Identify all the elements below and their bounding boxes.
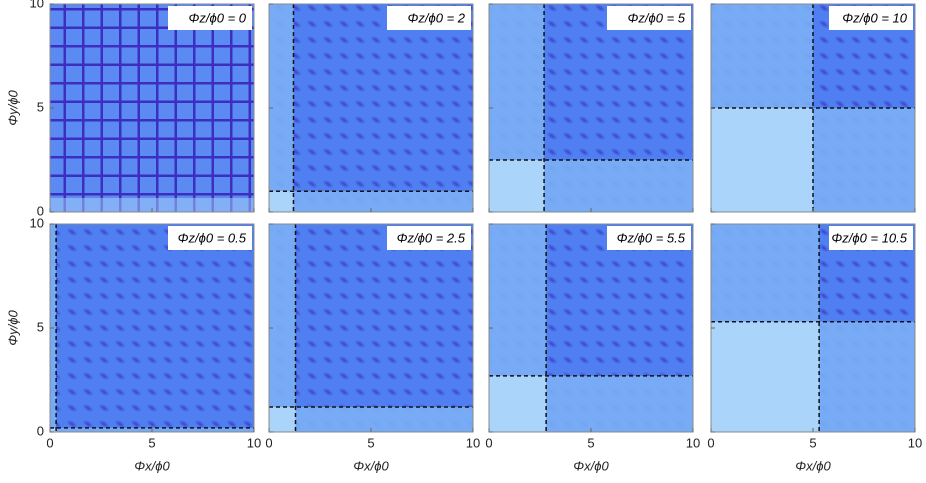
y-tick-label: 5	[37, 99, 44, 114]
label-box	[168, 6, 252, 30]
x-tick-label: 0	[46, 435, 53, 450]
label-box	[607, 226, 691, 250]
heatmap-band	[269, 224, 296, 432]
panel-label: Φz/ϕ0 = 10.5	[831, 230, 907, 245]
heatmap	[50, 224, 254, 432]
heatmap-corner	[489, 160, 545, 212]
y-tick-label: 5	[37, 319, 44, 334]
x-tick-label: 0	[485, 435, 492, 450]
label-box	[829, 226, 913, 250]
y-tick-label: 10	[30, 0, 44, 10]
heatmap-dots	[269, 224, 473, 432]
heatmap-corner	[711, 321, 820, 432]
x-tick-label: 5	[587, 435, 594, 450]
x-tick-label: 10	[247, 435, 261, 450]
heatmap-corner	[711, 108, 813, 212]
label-box	[829, 6, 913, 30]
heatmap-dots	[269, 4, 473, 212]
heatmap	[489, 4, 693, 212]
x-tick-label: 0	[707, 435, 714, 450]
panel-label: Φz/ϕ0 = 0.5	[178, 230, 247, 245]
heatmap	[269, 224, 473, 432]
label-box	[168, 226, 252, 250]
panel: Φz/ϕ0 = 2	[268, 3, 474, 213]
panel-label: Φz/ϕ0 = 10	[842, 10, 907, 25]
panel: Φz/ϕ0 = 0.5 0 5 10 0 5 10 Φx/ϕ0 Φy/ϕ0	[5, 215, 261, 473]
panel-label: Φz/ϕ0 = 2	[408, 10, 466, 25]
heatmap-corner	[489, 375, 547, 432]
y-axis-title: Φy/ϕ0	[5, 310, 20, 346]
panel-label: Φz/ϕ0 = 0	[189, 10, 247, 25]
panel: Φz/ϕ0 = 10.5 0 5 10 Φx/ϕ0	[707, 223, 922, 473]
y-tick-label: 0	[37, 203, 44, 218]
x-axis-title: Φx/ϕ0	[353, 458, 389, 473]
heatmap-corner	[269, 191, 294, 212]
x-tick-label: 5	[148, 435, 155, 450]
heatmap-corner	[269, 407, 296, 432]
panel-label: Φz/ϕ0 = 5.5	[617, 230, 686, 245]
heatmap-fade	[50, 198, 254, 212]
panel: Φz/ϕ0 = 5	[488, 3, 694, 213]
x-tick-label: 5	[809, 435, 816, 450]
panel: Φz/ϕ0 = 0 0 5 10 Φy/ϕ0	[5, 0, 255, 218]
heatmap	[50, 4, 254, 212]
y-tick-label: 0	[37, 423, 44, 438]
x-axis-title: Φx/ϕ0	[134, 458, 170, 473]
heatmap-bg	[50, 4, 254, 212]
panel: Φz/ϕ0 = 2.5 0 5 10 Φx/ϕ0	[265, 223, 480, 473]
x-tick-label: 0	[265, 435, 272, 450]
panel: Φz/ϕ0 = 10	[710, 3, 916, 213]
panel-label: Φz/ϕ0 = 2.5	[397, 230, 466, 245]
x-axis-title: Φx/ϕ0	[573, 458, 609, 473]
heatmap-band	[269, 4, 294, 212]
heatmap-band	[269, 191, 473, 212]
x-axis-title: Φx/ϕ0	[795, 458, 831, 473]
panel: Φz/ϕ0 = 5.5 0 5 10 Φx/ϕ0	[485, 223, 700, 473]
y-tick-label: 10	[30, 215, 44, 230]
label-box	[387, 226, 471, 250]
panel-label: Φz/ϕ0 = 5	[628, 10, 686, 25]
x-tick-label: 10	[908, 435, 922, 450]
heatmap-corner	[50, 427, 57, 432]
x-tick-label: 5	[367, 435, 374, 450]
heatmap-dots	[50, 224, 254, 432]
label-box	[387, 6, 471, 30]
heatmap-band	[269, 407, 473, 432]
label-box	[607, 6, 691, 30]
heatmap	[489, 224, 693, 432]
x-tick-label: 10	[686, 435, 700, 450]
heatmap	[269, 4, 473, 212]
x-tick-label: 10	[466, 435, 480, 450]
y-axis-title: Φy/ϕ0	[5, 90, 20, 126]
heatmap	[711, 224, 915, 432]
